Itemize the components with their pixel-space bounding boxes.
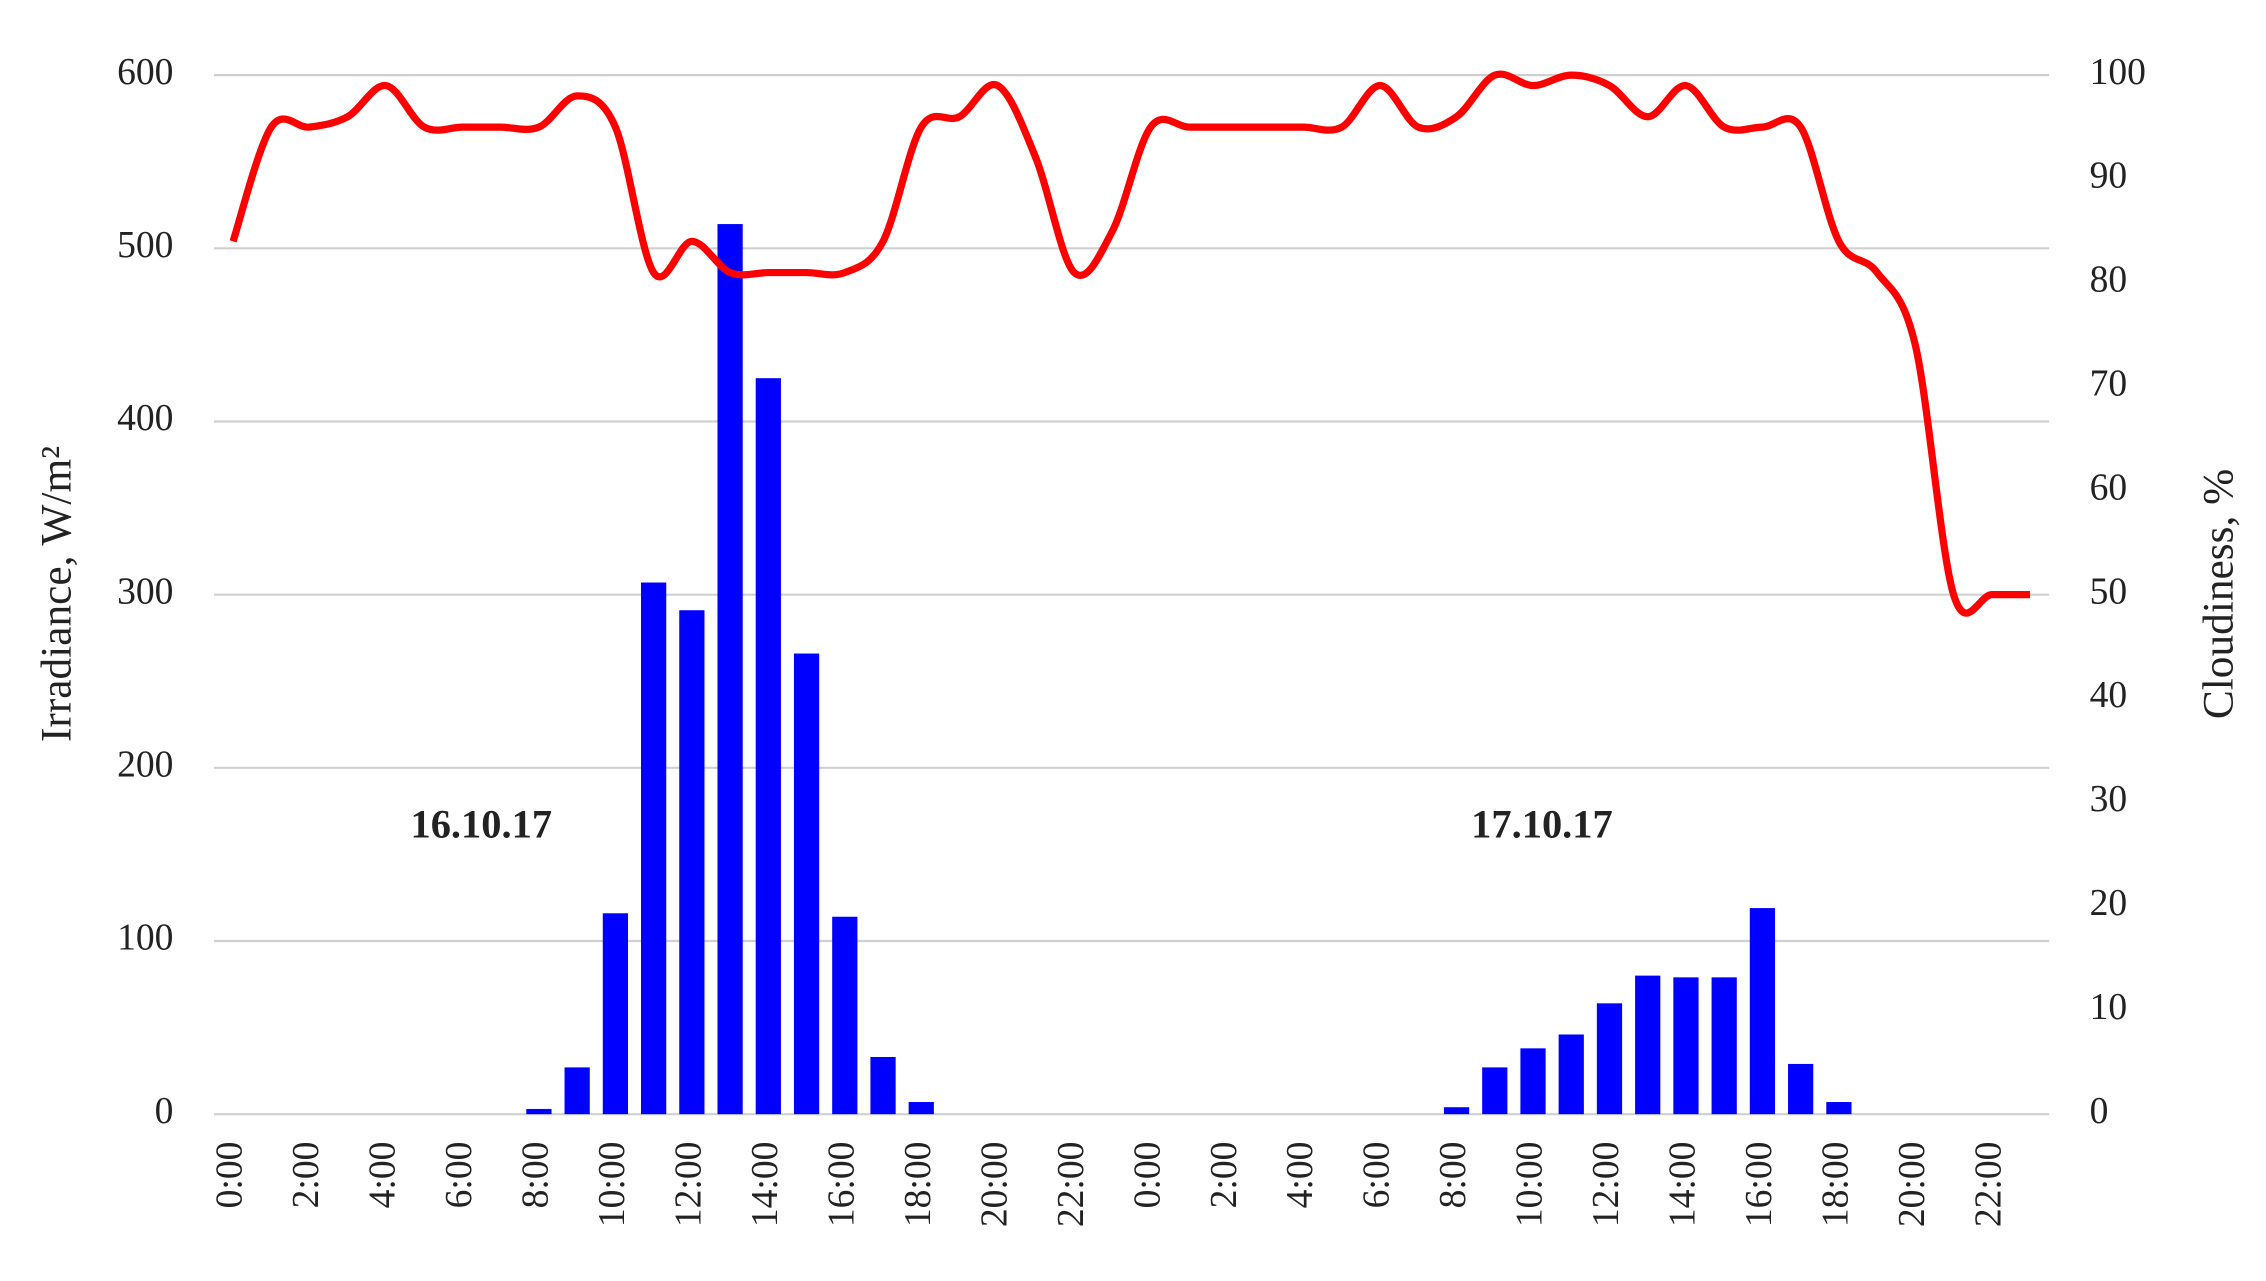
x-tick-label: 10:00 <box>592 1142 633 1228</box>
x-tick-label: 14:00 <box>745 1142 786 1228</box>
bar <box>1711 977 1737 1115</box>
bar <box>1673 977 1699 1115</box>
y2-tick-label: 20 <box>2090 883 2128 924</box>
y2-tick-label: 40 <box>2090 675 2128 716</box>
x-tick-label: 12:00 <box>668 1142 709 1228</box>
y-tick-label: 0 <box>155 1091 174 1132</box>
bar <box>679 610 705 1115</box>
x-tick-label: 18:00 <box>898 1142 939 1228</box>
x-tick-label: 8:00 <box>516 1142 557 1209</box>
bar <box>1788 1063 1814 1115</box>
x-tick-label: 8:00 <box>1433 1142 1474 1209</box>
bar <box>1749 908 1776 1115</box>
y2-tick-label: 80 <box>2090 260 2128 301</box>
y-axis-title: Irradiance, W/m² <box>33 446 81 742</box>
x-tick-label: 4:00 <box>363 1142 404 1209</box>
y-tick-label: 500 <box>117 225 173 266</box>
y-tick-label: 400 <box>117 398 173 439</box>
x-tick-label: 18:00 <box>1816 1142 1857 1228</box>
bar <box>1826 1102 1852 1115</box>
bar <box>1596 1003 1623 1115</box>
annotation: 16.10.17 <box>410 801 552 846</box>
x-tick-label: 6:00 <box>439 1142 480 1209</box>
x-tick-label: 2:00 <box>286 1142 327 1209</box>
y-tick-label: 200 <box>117 744 173 785</box>
bar <box>755 378 781 1115</box>
bar <box>1520 1048 1546 1115</box>
bar <box>793 653 820 1115</box>
x-tick-label: 16:00 <box>1739 1142 1780 1228</box>
x-tick-label: 12:00 <box>1586 1142 1627 1228</box>
bar <box>1635 975 1661 1115</box>
x-tick-label: 20:00 <box>974 1142 1015 1228</box>
y2-tick-label: 30 <box>2090 779 2128 820</box>
bar <box>1558 1034 1584 1115</box>
x-tick-label: 0:00 <box>1127 1142 1168 1209</box>
y2-tick-label: 0 <box>2090 1091 2109 1132</box>
bar <box>564 1067 590 1115</box>
y2-tick-label: 90 <box>2090 156 2128 197</box>
y2-tick-label: 10 <box>2090 987 2128 1028</box>
line <box>229 70 2031 617</box>
x-tick-label: 10:00 <box>1510 1142 1551 1228</box>
y2-tick-label: 100 <box>2090 52 2146 93</box>
y2-tick-label: 70 <box>2090 363 2128 404</box>
x-tick-label: 22:00 <box>1051 1142 1092 1228</box>
y2-axis-title: Cloudiness, % <box>2195 469 2243 719</box>
x-tick-label: 2:00 <box>1204 1142 1245 1209</box>
x-tick-label: 4:00 <box>1280 1142 1321 1209</box>
x-tick-label: 6:00 <box>1357 1142 1398 1209</box>
x-tick-label: 16:00 <box>821 1142 862 1228</box>
bar <box>717 224 743 1115</box>
bar <box>908 1102 934 1115</box>
bar <box>1443 1107 1470 1115</box>
bar <box>641 582 667 1115</box>
bar <box>870 1057 896 1115</box>
y-tick-label: 300 <box>117 571 173 612</box>
y2-tick-label: 60 <box>2090 467 2128 508</box>
x-tick-label: 0:00 <box>210 1142 251 1209</box>
bar <box>602 913 629 1115</box>
x-tick-label: 20:00 <box>1892 1142 1933 1228</box>
x-tick-label: 22:00 <box>1968 1142 2009 1228</box>
bar <box>526 1108 552 1115</box>
y-tick-label: 600 <box>117 52 173 93</box>
annotation: 17.10.17 <box>1471 801 1613 846</box>
y2-tick-label: 50 <box>2090 571 2128 612</box>
y-tick-label: 100 <box>117 918 173 959</box>
bar <box>832 916 858 1115</box>
x-tick-label: 14:00 <box>1663 1142 1704 1228</box>
bar <box>1482 1067 1508 1115</box>
